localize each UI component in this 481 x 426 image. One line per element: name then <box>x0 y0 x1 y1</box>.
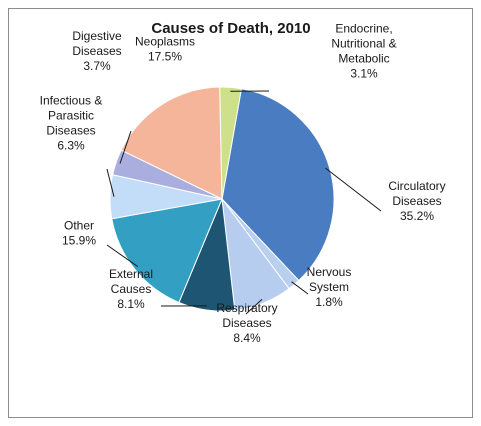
leader-line <box>291 281 309 295</box>
slice-label-infectious-parasitic-diseases: Infectious & Parasitic Diseases 6.3% <box>40 94 103 153</box>
slice-label-external-causes: External Causes 8.1% <box>109 267 153 311</box>
slice-label-nervous-system: Nervous System 1.8% <box>307 265 352 309</box>
pie-slice-circulatory-diseases <box>221 88 335 282</box>
leader-line <box>106 244 139 268</box>
slice-label-digestive-diseases: Digestive Diseases 3.7% <box>72 29 122 73</box>
leader-line <box>245 299 263 315</box>
leader-line <box>119 130 132 164</box>
pie-slice-endocrine-nutritional-metabolic <box>219 86 243 200</box>
chart-title: Causes of Death, 2010 <box>151 20 310 37</box>
slice-label-neoplasms: Neoplasms 17.5% <box>135 35 195 64</box>
chart-frame: Causes of Death, 2010 Circulatory Disease… <box>8 8 473 418</box>
slice-label-other: Other 15.9% <box>62 219 96 248</box>
slice-label-circulatory-diseases: Circulatory Diseases 35.2% <box>388 179 445 223</box>
slice-label-endocrine-nutritional-metabolic: Endocrine, Nutritional & Metabolic 3.1% <box>331 22 396 81</box>
pie-slice-neoplasms <box>120 86 223 200</box>
pie-slice-other <box>111 198 223 304</box>
leader-line <box>106 168 115 197</box>
leader-line <box>325 167 382 212</box>
pie-chart: Causes of Death, 2010 Circulatory Disease… <box>40 20 446 345</box>
slice-label-respiratory-diseases: Respiratory Diseases 8.4% <box>216 301 277 345</box>
